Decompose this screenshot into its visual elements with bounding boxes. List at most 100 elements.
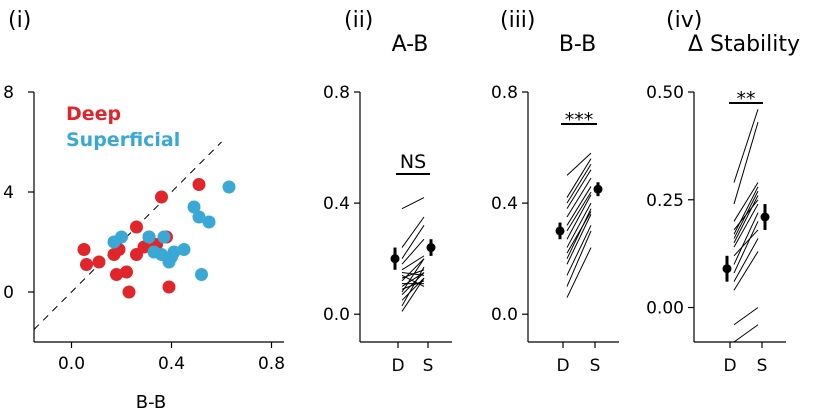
pair-line [401, 266, 425, 307]
superficial-point [192, 210, 206, 224]
y-tick-label: 0 [3, 283, 14, 303]
panel-label-i: (i) [8, 8, 31, 33]
superficial-point [195, 268, 208, 281]
pair-line [733, 229, 759, 257]
category-label: S [590, 356, 601, 376]
y-tick-label: 4 [3, 183, 14, 203]
pair-line [566, 163, 592, 204]
panel-title: B-B [559, 32, 596, 57]
mean-point [390, 254, 400, 264]
pair-line [566, 177, 592, 218]
panel-label-iii: (iii) [500, 8, 536, 33]
superficial-point [142, 230, 156, 244]
x-axis-label: B-B [136, 392, 167, 413]
superficial-point [115, 230, 128, 244]
paired-panel-a-b: 0.0 0.4 0.8 D S A-B NS [323, 32, 452, 376]
panel-label-iv: (iv) [666, 8, 702, 33]
pair-line [401, 255, 425, 271]
panel-title: A-B [392, 32, 429, 57]
scatter-panel: 0.0 0.4 0.8 0 4 8 B-B Deep Superficial [3, 83, 285, 413]
deep-point [155, 190, 168, 204]
pair-line [566, 158, 592, 198]
pair-line [566, 247, 592, 298]
y-tick-label: 0.4 [323, 194, 350, 214]
deep-point [192, 178, 206, 191]
pair-line [566, 225, 592, 276]
y-tick-label: 0.50 [646, 83, 684, 103]
pair-line [733, 238, 759, 282]
pair-line [733, 109, 759, 183]
y-tick-label: 0.00 [646, 299, 684, 319]
significance-label: ** [737, 88, 756, 110]
pair-line [733, 212, 759, 265]
pair-line [733, 251, 759, 291]
y-tick-label: 0.8 [491, 83, 518, 103]
superficial-point [222, 180, 236, 194]
superficial-point [187, 200, 201, 214]
mean-point [555, 226, 565, 236]
mean-point [760, 212, 770, 222]
superficial-point [177, 243, 191, 256]
x-tick-label: 0.0 [58, 354, 85, 374]
pair-line [566, 230, 592, 287]
pair-line [733, 324, 759, 343]
pair-line [733, 195, 759, 244]
pair-line [401, 225, 425, 259]
category-label: D [556, 356, 569, 376]
deep-point [80, 258, 93, 271]
pair-line [733, 199, 759, 231]
pair-line [566, 191, 592, 232]
deep-point [130, 220, 143, 234]
pair-line [401, 258, 425, 293]
mean-point [593, 184, 603, 194]
category-label: S [423, 356, 434, 376]
pair-line [401, 272, 425, 276]
mean-point [722, 264, 732, 274]
x-tick-label: 0.8 [258, 354, 285, 374]
pair-line [566, 194, 592, 240]
pair-line [733, 221, 759, 274]
pair-line [733, 203, 759, 248]
pair-line [566, 211, 592, 254]
pair-line [401, 238, 425, 265]
legend-deep: Deep [66, 103, 121, 125]
category-label: S [757, 356, 768, 376]
pair-line [566, 169, 592, 209]
pair-line [566, 152, 592, 176]
legend-superficial: Superficial [66, 129, 180, 151]
pair-line [401, 197, 425, 210]
deep-point [77, 243, 91, 256]
pair-line [566, 202, 592, 248]
pair-line [733, 307, 759, 326]
paired-panel-b-b: 0.0 0.4 0.8 D S B-B *** [491, 32, 619, 376]
pair-line [401, 274, 425, 287]
pair-line [733, 186, 759, 235]
deep-point [110, 268, 123, 281]
y-tick-label: 0.0 [323, 305, 350, 325]
deep-point [137, 240, 151, 254]
pair-line [401, 216, 425, 248]
pair-line [401, 280, 425, 290]
pair-line [733, 182, 759, 222]
deep-point [120, 265, 133, 279]
y-tick-label: 0.0 [491, 305, 518, 325]
pair-line [566, 208, 592, 259]
deep-point [162, 280, 176, 294]
y-tick-label: 0.8 [323, 83, 350, 103]
panel-label-ii: (ii) [344, 8, 373, 33]
category-label: D [391, 356, 404, 376]
panel-title: Δ Stability [688, 32, 800, 57]
y-tick-label: 0.4 [491, 194, 518, 214]
significance-label: *** [565, 109, 594, 131]
pair-line [733, 122, 759, 205]
category-label: D [723, 356, 736, 376]
mean-point [426, 243, 436, 253]
superficial-point [167, 245, 181, 259]
pair-line [566, 186, 592, 226]
superficial-point [202, 215, 216, 229]
pair-line [566, 214, 592, 265]
y-tick-label: 0.25 [646, 191, 684, 211]
significance-label: NS [400, 151, 426, 173]
paired-panel-delta-stability: 0.00 0.25 0.50 D S Δ Stability ** [646, 32, 800, 376]
